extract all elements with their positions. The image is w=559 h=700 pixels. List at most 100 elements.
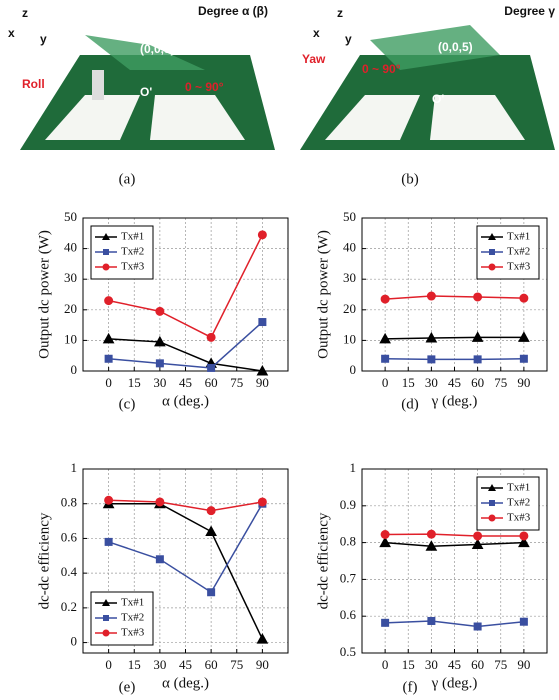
motion-label: Yaw: [302, 52, 326, 66]
chart: 0.5 0.6 0.7 0.8 0.9 1 0 15 30 45 60 75 90 γ (deg.) dc-…: [315, 460, 548, 695]
x-tick-label: 0: [105, 375, 112, 390]
x-axis-label: α (deg.): [162, 675, 209, 691]
marker: [381, 354, 390, 363]
series-line: [385, 336, 524, 340]
legend-marker: [102, 233, 110, 240]
marker: [380, 294, 390, 304]
marker: [519, 617, 528, 626]
caption: (a): [119, 171, 136, 187]
legend-box: [90, 225, 154, 280]
legend-label: Tx#2: [507, 246, 530, 258]
y-tick-label: 0: [71, 362, 78, 377]
legend-marker: [488, 514, 496, 522]
x-tick-label: 75: [230, 657, 243, 672]
marker: [257, 230, 267, 240]
series-line: [108, 321, 263, 369]
legend-marker: [103, 249, 109, 255]
photo-title: Degree α (β): [198, 4, 268, 18]
y-tick-label: 0.6: [61, 529, 78, 544]
caption: (f): [403, 679, 418, 695]
series-line: [108, 503, 264, 594]
legend-label: Tx#1: [121, 597, 144, 609]
series-line: [108, 338, 263, 372]
marker: [207, 588, 216, 597]
axis-label: y: [345, 32, 352, 46]
marker: [380, 530, 390, 540]
marker: [102, 332, 115, 344]
point-label: (0,0,5): [140, 42, 175, 56]
x-tick-label: 15: [402, 657, 415, 672]
axis-label: z: [22, 6, 28, 20]
marker: [206, 332, 216, 342]
motion-label: Roll: [22, 77, 45, 91]
range-label: 0 ~ 90°: [185, 80, 224, 94]
coil-pad: [430, 95, 525, 140]
y-tick-label: 0.8: [340, 534, 356, 549]
coil-pad: [45, 95, 140, 140]
marker: [427, 355, 436, 364]
marker: [473, 292, 483, 302]
y-tick-label: 1: [350, 460, 357, 475]
legend-label: Tx#3: [121, 627, 145, 639]
legend-label: Tx#1: [121, 231, 144, 243]
y-axis-label: dc-dc efficiency: [36, 512, 52, 609]
caption: (d): [401, 396, 419, 412]
photo-a: Degree α (β) Roll (0,0,5) 0 ~ 90° O' z x…: [8, 4, 275, 187]
support: [92, 70, 104, 100]
marker: [258, 318, 267, 327]
series-line: [385, 533, 524, 537]
legend-marker: [488, 263, 496, 271]
marker: [425, 331, 438, 343]
x-tick-label: 45: [448, 375, 461, 390]
y-tick-label: 40: [64, 240, 77, 255]
y-axis-label: dc-dc efficiency: [315, 512, 331, 609]
series-line: [108, 499, 263, 512]
series-line: [108, 234, 264, 339]
marker: [519, 293, 529, 303]
marker: [155, 555, 164, 564]
chart: 0 10 20 30 40 50 0 15 30 45 60 75 90 γ (deg.) Output d…: [315, 209, 548, 412]
plot-frame: [361, 468, 548, 654]
legend: Tx#1 Tx#2 Tx#3: [476, 225, 540, 280]
axis-label: x: [8, 26, 15, 40]
series-line: [108, 502, 264, 640]
x-tick-label: 60: [205, 657, 218, 672]
legend: Tx#1 Tx#2 Tx#3: [476, 476, 540, 531]
legend: Tx#1 Tx#2 Tx#3: [90, 225, 154, 280]
x-tick-label: 15: [128, 657, 141, 672]
rx-coil: [370, 25, 500, 70]
x-tick-label: 45: [179, 375, 192, 390]
plot-frame: [361, 217, 548, 372]
x-axis-label: γ (deg.): [431, 393, 478, 409]
legend-marker: [488, 233, 496, 240]
legend-label: Tx#2: [507, 497, 530, 509]
y-tick-label: 0.5: [340, 644, 356, 659]
x-tick-label: 90: [256, 657, 269, 672]
plot-frame: [82, 468, 289, 654]
x-tick-label: 45: [179, 657, 192, 672]
x-tick-label: 30: [425, 375, 438, 390]
legend-label: Tx#2: [121, 612, 144, 624]
origin-label: O': [140, 85, 152, 99]
legend-marker: [102, 599, 110, 606]
marker: [518, 331, 530, 342]
marker: [426, 529, 436, 539]
marker: [207, 363, 216, 372]
marker: [519, 354, 528, 363]
origin-label: O': [432, 92, 444, 106]
y-tick-label: 0: [350, 362, 357, 377]
marker: [471, 331, 484, 342]
coil-pad: [150, 95, 245, 140]
legend-marker: [102, 629, 110, 637]
chart: 0 10 20 30 40 50 0 15 30 45 60 75 90 α (deg.) Output d…: [36, 209, 289, 412]
y-tick-label: 30: [343, 270, 356, 285]
y-tick-label: 50: [343, 209, 356, 224]
series-line: [385, 620, 524, 628]
legend-marker: [488, 484, 496, 491]
y-axis-label: Output dc power (W): [36, 230, 52, 359]
legend: Tx#1 Tx#2 Tx#3: [90, 591, 154, 646]
y-tick-label: 40: [343, 240, 356, 255]
x-tick-label: 45: [448, 657, 461, 672]
marker: [519, 531, 529, 541]
y-axis-label: Output dc power (W): [315, 230, 331, 359]
